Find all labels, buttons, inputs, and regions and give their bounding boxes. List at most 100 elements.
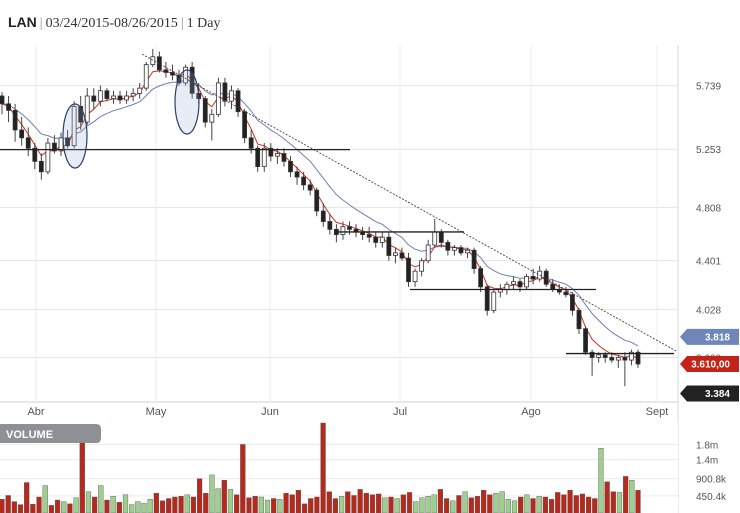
candle-body[interactable] xyxy=(563,291,569,296)
candle-body[interactable] xyxy=(583,328,588,353)
candle-body[interactable] xyxy=(406,257,411,283)
candle-body[interactable] xyxy=(281,153,287,162)
candle-body[interactable] xyxy=(340,226,346,235)
candle-body[interactable] xyxy=(412,270,418,283)
candle-body[interactable] xyxy=(511,281,516,285)
candle-body[interactable] xyxy=(183,66,188,84)
candle-body[interactable] xyxy=(373,236,379,243)
candle-body[interactable] xyxy=(130,92,136,97)
candle-body[interactable] xyxy=(419,260,425,272)
candle-body[interactable] xyxy=(294,171,300,178)
candle-body[interactable] xyxy=(65,137,70,147)
candle-body[interactable] xyxy=(366,234,372,238)
candle-body[interactable] xyxy=(615,357,621,361)
candle-body[interactable] xyxy=(570,294,575,311)
candle-body[interactable] xyxy=(32,147,38,162)
candle-body[interactable] xyxy=(215,82,221,115)
candle-body[interactable] xyxy=(504,283,510,290)
candle-body[interactable] xyxy=(78,106,84,123)
candle-body[interactable] xyxy=(452,247,457,251)
candle-body[interactable] xyxy=(327,221,333,230)
candle-body[interactable] xyxy=(465,249,470,254)
candle-body[interactable] xyxy=(445,242,451,251)
volume-bar xyxy=(92,496,98,513)
candle-body[interactable] xyxy=(478,268,484,288)
candle-body[interactable] xyxy=(530,276,536,280)
candle-body[interactable] xyxy=(222,82,228,102)
candle-body[interactable] xyxy=(117,95,123,101)
candle-body[interactable] xyxy=(12,109,18,131)
candle-body[interactable] xyxy=(432,231,438,246)
candle-body[interactable] xyxy=(58,137,64,152)
candle-body[interactable] xyxy=(137,87,143,94)
candle-body[interactable] xyxy=(314,189,320,212)
candle-body[interactable] xyxy=(458,247,464,254)
candle-body[interactable] xyxy=(484,286,490,311)
candle-body[interactable] xyxy=(25,137,31,149)
candle-body[interactable] xyxy=(333,228,339,235)
candle-body[interactable] xyxy=(393,252,398,256)
candle-body[interactable] xyxy=(248,137,254,149)
volume-bar xyxy=(555,492,561,513)
candle-body[interactable] xyxy=(255,147,261,167)
volume-bar xyxy=(240,444,246,513)
candle-body[interactable] xyxy=(596,354,602,358)
volume-bar xyxy=(122,494,129,513)
candle-body[interactable] xyxy=(97,90,103,102)
candle-body[interactable] xyxy=(143,64,149,89)
volume-bar xyxy=(116,502,122,513)
candle-body[interactable] xyxy=(6,103,11,111)
candle-body[interactable] xyxy=(320,210,326,222)
candle-body[interactable] xyxy=(124,95,129,101)
volume-bar xyxy=(598,448,604,513)
candle-body[interactable] xyxy=(543,270,549,285)
candle-body[interactable] xyxy=(274,153,280,157)
candle-body[interactable] xyxy=(150,56,156,66)
candle-body[interactable] xyxy=(537,270,543,280)
candle-body[interactable] xyxy=(163,69,169,73)
candle-body[interactable] xyxy=(71,106,77,147)
candle-body[interactable] xyxy=(104,90,110,100)
candle-body[interactable] xyxy=(0,95,5,105)
candle-body[interactable] xyxy=(202,98,208,123)
candle-body[interactable] xyxy=(242,111,247,139)
candle-body[interactable] xyxy=(111,95,116,100)
candle-body[interactable] xyxy=(229,90,234,102)
candle-body[interactable] xyxy=(170,72,175,76)
candle-body[interactable] xyxy=(576,310,582,330)
candle-body[interactable] xyxy=(589,351,595,358)
candle-body[interactable] xyxy=(156,56,162,71)
candle-body[interactable] xyxy=(471,249,477,269)
candle-body[interactable] xyxy=(19,129,25,139)
candle-body[interactable] xyxy=(635,351,641,365)
candle-body[interactable] xyxy=(550,283,556,290)
candle-body[interactable] xyxy=(84,95,90,123)
candle-body[interactable] xyxy=(425,244,431,262)
candle-body[interactable] xyxy=(268,147,274,157)
candle-body[interactable] xyxy=(91,95,97,102)
candle-body[interactable] xyxy=(307,184,313,191)
candle-body[interactable] xyxy=(491,291,497,311)
candle-body[interactable] xyxy=(524,276,529,288)
candle-body[interactable] xyxy=(609,357,615,361)
candle-body[interactable] xyxy=(209,113,215,123)
candle-body[interactable] xyxy=(517,281,523,288)
candle-body[interactable] xyxy=(386,236,392,256)
candle-body[interactable] xyxy=(629,351,634,361)
candle-body[interactable] xyxy=(399,252,405,259)
candle-body[interactable] xyxy=(45,142,51,173)
candle-body[interactable] xyxy=(52,142,57,152)
candle-body[interactable] xyxy=(379,236,385,243)
candle-body[interactable] xyxy=(235,90,241,113)
candle-body[interactable] xyxy=(301,176,307,186)
candle-body[interactable] xyxy=(438,231,444,243)
candle-body[interactable] xyxy=(189,66,195,94)
candle-body[interactable] xyxy=(347,226,352,230)
candle-body[interactable] xyxy=(288,160,293,173)
volume-bar xyxy=(369,494,376,513)
candle-body[interactable] xyxy=(261,147,267,167)
candle-body[interactable] xyxy=(38,160,44,173)
candle-body[interactable] xyxy=(602,354,608,358)
candle-body[interactable] xyxy=(622,357,628,361)
